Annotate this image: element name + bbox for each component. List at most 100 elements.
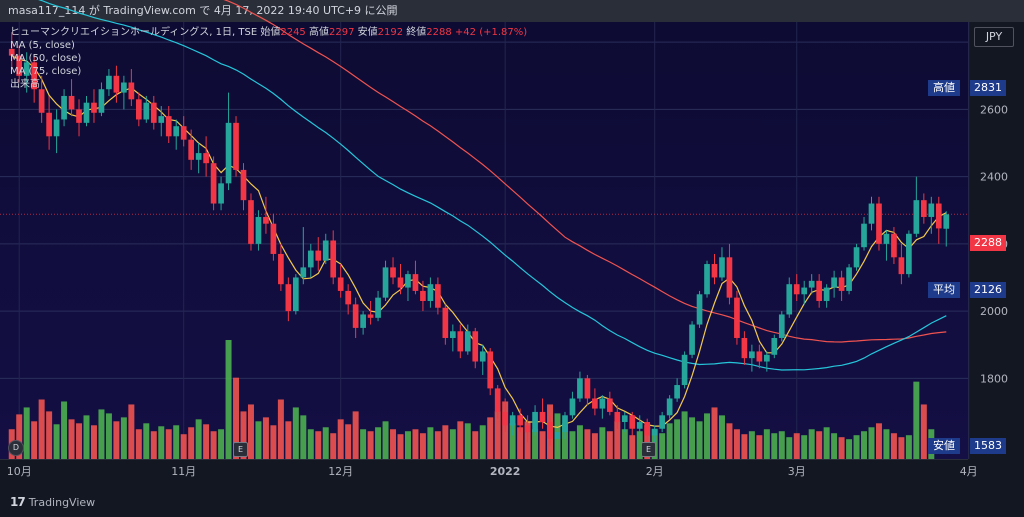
candle-body bbox=[113, 75, 120, 93]
candle-body bbox=[121, 82, 127, 93]
volume-bar bbox=[247, 404, 254, 459]
volume-bar bbox=[397, 434, 404, 459]
candle-body bbox=[285, 284, 292, 312]
volume-bar bbox=[158, 426, 165, 459]
candle-body bbox=[270, 223, 277, 254]
candle-body bbox=[203, 153, 209, 164]
close-value: 2288 bbox=[426, 27, 452, 38]
volume-bar bbox=[270, 425, 277, 459]
volume-bar bbox=[128, 404, 135, 459]
volume-bar bbox=[98, 409, 105, 459]
earnings-badge-1[interactable]: E bbox=[233, 442, 248, 457]
candle-body bbox=[636, 422, 643, 429]
time-tick-label: 11月 bbox=[171, 465, 196, 478]
volume-bar bbox=[479, 425, 486, 459]
volume-bar bbox=[375, 427, 382, 459]
candle-body bbox=[704, 264, 710, 295]
volume-bar bbox=[360, 429, 367, 459]
candle-body bbox=[165, 116, 172, 137]
candle-body bbox=[292, 277, 299, 312]
candle-body bbox=[853, 247, 860, 268]
currency-button[interactable]: JPY bbox=[974, 27, 1014, 47]
volume-bar bbox=[494, 411, 501, 459]
volume-bar bbox=[53, 424, 60, 459]
volume-bar bbox=[442, 425, 449, 459]
candle-body bbox=[150, 102, 157, 123]
time-tick-label: 2022 bbox=[490, 465, 521, 478]
legend-volume[interactable]: 出来高 bbox=[10, 79, 40, 90]
time-tick-label: 10月 bbox=[7, 465, 32, 478]
volume-bar bbox=[748, 431, 755, 459]
volume-bar bbox=[382, 421, 389, 459]
candle-body bbox=[322, 240, 329, 261]
candlestick-chart[interactable]: 18002000220024002600280010月11月12月20222月3… bbox=[0, 0, 1024, 483]
volume-bar bbox=[838, 437, 845, 459]
volume-bar bbox=[868, 427, 875, 459]
dividend-badge[interactable]: D bbox=[8, 440, 24, 456]
candle-body bbox=[524, 425, 531, 433]
volume-bar bbox=[823, 427, 830, 459]
volume-bar bbox=[330, 433, 337, 459]
volume-bar bbox=[143, 423, 150, 459]
volume-bar bbox=[816, 431, 823, 459]
volume-bar bbox=[801, 435, 808, 459]
candle-body bbox=[756, 351, 763, 362]
plot-area[interactable] bbox=[0, 22, 968, 459]
candle-body bbox=[606, 398, 613, 412]
time-tick-label: 12月 bbox=[328, 465, 353, 478]
candle-body bbox=[375, 297, 381, 318]
candle-body bbox=[143, 102, 150, 120]
candle-body bbox=[420, 290, 426, 302]
candle-body bbox=[337, 277, 344, 291]
candle-body bbox=[479, 351, 486, 362]
candle-body bbox=[472, 331, 479, 362]
volume-bar bbox=[23, 407, 30, 459]
candle-body bbox=[435, 284, 441, 308]
volume-bar bbox=[808, 429, 815, 459]
volume-bar bbox=[487, 417, 494, 459]
candle-body bbox=[517, 415, 523, 426]
time-axis[interactable] bbox=[0, 459, 968, 484]
candle-body bbox=[763, 354, 770, 362]
tradingview-brand[interactable]: 17 TradingView bbox=[10, 495, 95, 509]
candle-body bbox=[180, 126, 187, 140]
candle-body bbox=[76, 109, 82, 123]
volume-bar bbox=[390, 429, 397, 459]
high-value: 2297 bbox=[328, 27, 355, 38]
high-tag-value: 2831 bbox=[970, 80, 1006, 96]
volume-bar bbox=[793, 433, 800, 459]
candle-body bbox=[906, 233, 912, 275]
candle-body bbox=[278, 253, 284, 285]
ma75-line bbox=[223, 0, 947, 343]
volume-bar bbox=[629, 435, 636, 459]
candle-body bbox=[195, 153, 202, 160]
volume-bar bbox=[599, 427, 606, 459]
volume-bar bbox=[135, 429, 142, 459]
candle-body bbox=[68, 95, 75, 110]
volume-bar bbox=[898, 437, 905, 459]
volume-bar bbox=[831, 433, 838, 459]
legend-ma5[interactable]: MA (5, close) bbox=[10, 40, 75, 51]
volume-bar bbox=[763, 429, 770, 459]
volume-bar bbox=[434, 431, 441, 459]
volume-bar bbox=[61, 401, 68, 459]
volume-bar bbox=[636, 431, 643, 459]
legend-ma50[interactable]: MA (50, close) bbox=[10, 53, 82, 64]
volume-bar bbox=[576, 425, 583, 459]
candle-body bbox=[666, 398, 673, 416]
volume-bar bbox=[173, 425, 180, 459]
candle-body bbox=[651, 428, 658, 436]
candle-body bbox=[577, 378, 583, 399]
volume-bar bbox=[38, 399, 45, 459]
candle-body bbox=[16, 55, 23, 76]
candle-body bbox=[352, 304, 359, 328]
volume-bar bbox=[307, 429, 314, 459]
volume-bar bbox=[464, 423, 471, 459]
price-tick-label: 2000 bbox=[980, 305, 1008, 318]
volume-bar bbox=[419, 433, 426, 459]
volume-bar bbox=[905, 435, 912, 459]
legend-ma75[interactable]: MA (75, close) bbox=[10, 66, 82, 77]
volume-bar bbox=[352, 411, 359, 459]
volume-bar bbox=[180, 434, 187, 459]
earnings-badge-2[interactable]: E bbox=[641, 442, 656, 457]
